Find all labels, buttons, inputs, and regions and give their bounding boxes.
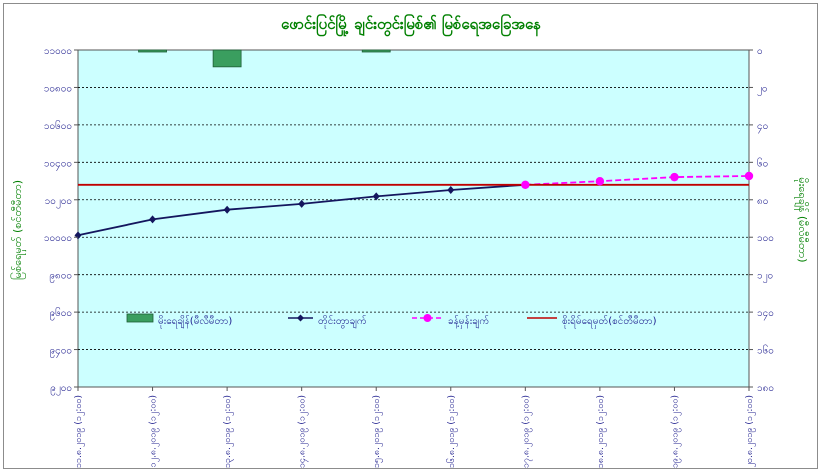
left-tick-label-7: ၉၆၀၀ [50,306,73,321]
legend-item-danger-level: စိုးရိမ်ရေမှတ်(စင်တီမီတာ) [527,314,657,329]
x-tick-label-5: ၁၆.၈.၂၀၁၉ (၁၂:၀၀) [446,395,458,468]
right-tick-label-5: ၁၀၀ [757,233,774,244]
right-tick-label-4: ၈၀ [757,196,768,207]
right-tick-label-0: ၀ [757,46,763,57]
left-tick-label-2: ၁၀၆၀၀ [44,119,72,132]
legend: မိုးရေချိန်(မီလီမီတာ) တိုင်းတွာချက် ခန့်… [126,313,657,329]
chart-title: ဖောင်းပြင်မြို့ ချင်းတွင်းမြစ်၏ မြစ်ရေအခ… [281,13,541,37]
chart-frame [3,3,818,469]
rain-bar-4 [361,49,391,53]
rain-bar-2 [212,49,242,68]
rain-bar-1 [138,49,167,53]
x-tick-label-0: ၁၁.၈.၂၀၁၉ (၁၂:၀၀) [74,395,85,468]
right-tick-label-7: ၁၄၀ [757,308,774,321]
forecast-point-7 [595,177,605,186]
forecast-point-9 [744,171,754,181]
legend-marker-forecast [423,314,432,322]
observed-point-5 [447,186,455,195]
legend-item-forecast: ခန့်မှန်းချက် [412,314,489,329]
observed-point-4 [372,192,380,201]
left-tick-label-0: ၁၁၀၀၀ [44,46,72,57]
left-tick-label-3: ၁၀၄၀၀ [44,158,72,171]
right-tick-label-3: ၆၀ [757,156,768,169]
legend-label-observed: တိုင်းတွာချက် [318,314,367,329]
observed-point-2 [223,205,231,214]
x-tick-label-2: ၁၃.၈.၂၀၁၉ (၁၂:၀၀) [223,395,234,468]
x-tick-label-9: ၂၀.၈.၂၀၁၉ (၁၂:၀၀) [745,395,756,467]
left-tick-label-5: ၁၀၀၀၀ [44,233,72,244]
forecast-point-6 [521,180,530,189]
x-tick-label-3: ၁၄.၈.၂၀၁၉ (၁၂:၀၀) [298,395,309,468]
axis-ticks: ၁၁၀၀၀၁၀၈၀၀၁၀၆၀၀၁၀၄၀၀၁၀၂၀၀၁၀၀၀၀၉၈၀၀၉၆၀၀၉၄… [44,46,774,468]
forecast-point-8 [670,172,679,182]
legend-item-observed: တိုင်းတွာချက် [288,314,367,329]
legend-label-danger-level: စိုးရိမ်ရေမှတ်(စင်တီမီတာ) [562,314,657,329]
x-tick-label-1: ၁၂.၈.၂၀၁၉ (၁၂:၀၀) [149,395,160,467]
observed-point-1 [149,215,157,224]
left-axis-label: မြစ်ရေမှတ် (စင်တီမီတာ) [10,180,26,280]
plot-area [77,49,750,388]
left-tick-label-8: ၉၄၀၀ [50,346,73,359]
legend-item-rainfall: မိုးရေချိန်(မီလီမီတာ) [126,313,232,329]
legend-swatch-rainfall [126,313,154,323]
left-tick-label-4: ၁၀၂၀၀ [45,196,72,209]
x-tick-label-4: ၁၅.၈.၂၀၁၉ (၁၂:၀၀) [372,395,383,468]
x-tick-label-8: ၁၉.၈.၂၀၁၉ (၁၂:၀၀) [670,395,681,468]
rainfall-bars [138,49,391,68]
legend-marker-observed [297,314,304,322]
right-tick-label-2: ၄၀ [757,121,768,134]
left-tick-label-6: ၉၈၀၀ [49,271,72,284]
series-points [74,171,754,240]
left-tick-label-9: ၉၂၀၀ [50,383,72,396]
right-tick-label-8: ၁၆၀ [757,344,774,357]
observed-point-3 [298,199,306,208]
legend-label-rainfall: မိုးရေချိန်(မီလီမီတာ) [158,314,232,329]
right-tick-label-6: ၁၂၀ [757,271,773,284]
x-tick-label-6: ၁၇.၈.၂၀၁၉ (၁၂:၀၀) [521,395,532,468]
forecast-line [525,175,750,186]
right-tick-label-1: ၂၀ [757,83,768,96]
x-tick-label-7: ၁၈.၈.၂၀၁၉ (၁၂:၀၀) [596,395,607,468]
right-axis-label: မိုးရေချိန် (မီလီမီတာ) [794,177,809,262]
right-tick-label-9: ၁၈၀ [757,383,774,394]
legend-label-forecast: ခန့်မှန်းချက် [448,314,489,329]
left-tick-label-1: ၁၀၈၀၀ [44,83,72,94]
